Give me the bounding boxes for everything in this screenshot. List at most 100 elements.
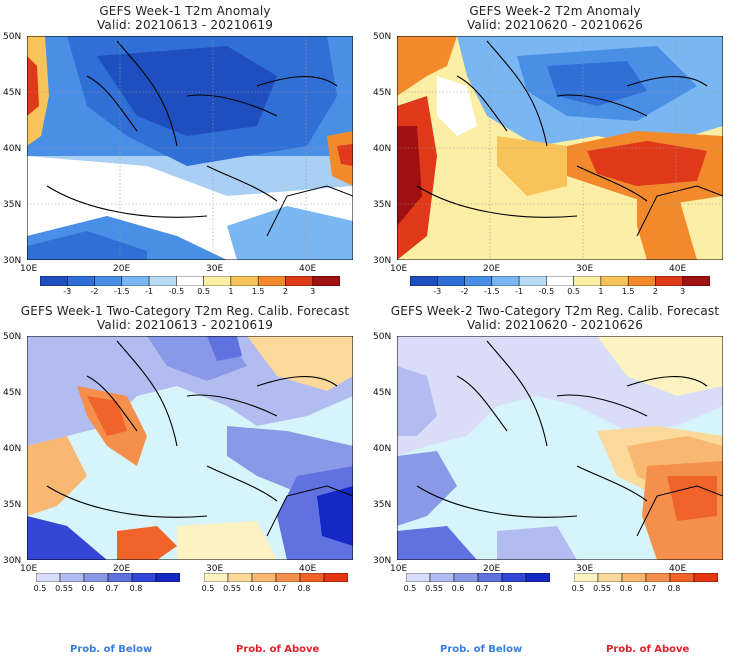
colorbar-tick-label: 0.5 [403, 584, 417, 593]
lon-label: 20E [113, 264, 131, 274]
colorbar-tick-label: 0.5 [571, 584, 585, 593]
colorbar-tick-label: 0.8 [297, 584, 311, 593]
colorbar-tick-label: 0.7 [643, 584, 657, 593]
lon-label: 30E [576, 564, 594, 574]
lat-label: 30N [373, 256, 392, 266]
week1-anomaly-panel: GEFS Week-1 T2m Anomaly Valid: 20210613 … [0, 0, 370, 300]
panel-valid-dates: Valid: 20210620 - 20210626 [466, 318, 644, 332]
colorbar-swatch [323, 573, 348, 582]
week1-probability-panel: GEFS Week-1 Two-Category T2m Reg. Calib.… [0, 300, 370, 600]
legend-prob-above: Prob. of Above [606, 644, 690, 655]
colorbar-swatch [645, 573, 671, 582]
lat-label: 40N [3, 444, 22, 454]
colorbar-swatch [121, 276, 150, 286]
colorbar-swatch [655, 276, 683, 286]
lon-label: 40E [299, 564, 317, 574]
lat-label: 50N [3, 332, 22, 342]
colorbar-swatch [203, 276, 232, 286]
lon-label: 40E [669, 264, 687, 274]
legend-prob-above: Prob. of Above [236, 644, 320, 655]
lon-label: 30E [206, 564, 224, 574]
colorbar-swatch [546, 276, 574, 286]
colorbar-tick-label: -1.5 [484, 287, 500, 296]
prob-below-colorbar [36, 573, 180, 582]
lat-label: 45N [373, 88, 392, 98]
colorbar-swatch [94, 276, 123, 286]
colorbar-tick-label: 0.6 [619, 584, 633, 593]
colorbar-swatch [525, 573, 550, 582]
colorbar-swatch [477, 573, 503, 582]
colorbar-swatch [36, 573, 61, 582]
colorbar-tick-label: 0.8 [499, 584, 513, 593]
colorbar-tick-label: -1 [145, 287, 154, 296]
week2-anomaly-map [397, 36, 723, 260]
colorbar-swatch [204, 573, 229, 582]
colorbar-tick-label: 0.7 [475, 584, 489, 593]
colorbar-swatch [275, 573, 301, 582]
colorbar-swatch [67, 276, 95, 286]
colorbar-tick-label: 1 [228, 287, 234, 296]
colorbar-swatch [600, 276, 629, 286]
lat-label: 45N [373, 388, 392, 398]
colorbar-tick-label: 0.55 [223, 584, 241, 593]
colorbar-tick-label: 0.55 [593, 584, 611, 593]
colorbar-swatch [429, 573, 455, 582]
colorbar-swatch [83, 573, 109, 582]
colorbar-swatch [437, 276, 465, 286]
colorbar-swatch [148, 276, 177, 286]
colorbar-swatch [251, 573, 277, 582]
lon-label: 20E [483, 264, 501, 274]
colorbar-tick-label: -2 [90, 287, 99, 296]
panel-valid-dates: Valid: 20210620 - 20210626 [466, 18, 644, 32]
colorbar-swatch [501, 573, 527, 582]
lon-label: 10E [20, 564, 38, 574]
colorbar-swatch [518, 276, 547, 286]
lon-label: 30E [206, 264, 224, 274]
lat-label: 40N [373, 144, 392, 154]
colorbar-swatch [406, 573, 431, 582]
colorbar-swatch [627, 276, 656, 286]
lat-label: 35N [3, 500, 22, 510]
colorbar-tick-label: -1.5 [114, 287, 130, 296]
colorbar-swatch [257, 276, 286, 286]
prob-above-colorbar [574, 573, 718, 582]
week2-probability-panel: GEFS Week-2 Two-Category T2m Reg. Calib.… [370, 300, 740, 600]
colorbar-tick-label: 1.5 [621, 287, 635, 296]
colorbar-swatch [285, 276, 313, 286]
lat-label: 40N [3, 144, 22, 154]
lon-label: 40E [669, 564, 687, 574]
colorbar-swatch [40, 276, 68, 286]
colorbar-tick-label: 3 [310, 287, 316, 296]
colorbar-swatch [464, 276, 493, 286]
colorbar-tick-label: -3 [63, 287, 72, 296]
colorbar-tick-label: 0.7 [273, 584, 287, 593]
legend-prob-below: Prob. of Below [440, 644, 523, 655]
colorbar-swatch [312, 276, 340, 286]
lon-label: 10E [390, 564, 408, 574]
lat-label: 35N [373, 500, 392, 510]
lon-label: 20E [113, 564, 131, 574]
colorbar-tick-label: -2 [460, 287, 469, 296]
anomaly-colorbar [410, 276, 710, 286]
panel-title: GEFS Week-2 T2m Anomaly [469, 4, 641, 18]
colorbar-tick-label: 0.6 [81, 584, 95, 593]
colorbar-swatch [669, 573, 695, 582]
colorbar-swatch [131, 573, 157, 582]
lat-label: 35N [373, 200, 392, 210]
colorbar-swatch [597, 573, 623, 582]
week2-probability-map [397, 336, 723, 560]
colorbar-tick-label: 0.6 [249, 584, 263, 593]
panel-title: GEFS Week-2 Two-Category T2m Reg. Calib.… [390, 304, 720, 318]
colorbar-tick-label: 2 [652, 287, 658, 296]
colorbar-tick-label: 0.8 [129, 584, 143, 593]
lat-label: 40N [373, 444, 392, 454]
colorbar-tick-label: -3 [433, 287, 442, 296]
colorbar-swatch [155, 573, 180, 582]
week1-probability-map [27, 336, 353, 560]
lat-label: 50N [3, 32, 22, 42]
colorbar-tick-label: 0.5 [201, 584, 215, 593]
colorbar-swatch [682, 276, 710, 286]
panel-title: GEFS Week-1 Two-Category T2m Reg. Calib.… [20, 304, 350, 318]
colorbar-swatch [491, 276, 520, 286]
colorbar-swatch [230, 276, 259, 286]
